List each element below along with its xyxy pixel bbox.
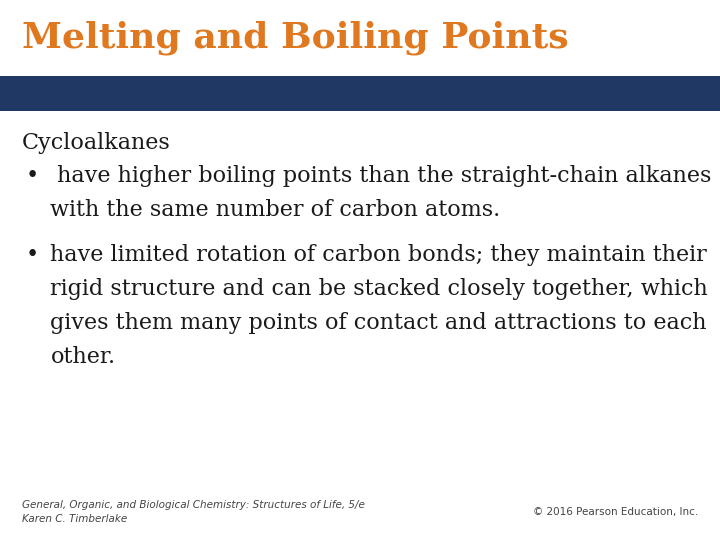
Text: rigid structure and can be stacked closely together, which: rigid structure and can be stacked close…	[50, 278, 708, 300]
FancyBboxPatch shape	[0, 76, 720, 111]
Text: Karen C. Timberlake: Karen C. Timberlake	[22, 514, 127, 524]
Text: with the same number of carbon atoms.: with the same number of carbon atoms.	[50, 199, 500, 221]
Text: Cycloalkanes: Cycloalkanes	[22, 132, 171, 154]
Text: © 2016 Pearson Education, Inc.: © 2016 Pearson Education, Inc.	[533, 507, 698, 517]
Text: Melting and Boiling Points: Melting and Boiling Points	[22, 21, 568, 55]
Text: gives them many points of contact and attractions to each: gives them many points of contact and at…	[50, 312, 707, 334]
Text: other.: other.	[50, 346, 115, 368]
Text: •: •	[25, 165, 38, 187]
Text: General, Organic, and Biological Chemistry: Structures of Life, 5/e: General, Organic, and Biological Chemist…	[22, 500, 364, 510]
Text: have higher boiling points than the straight-chain alkanes: have higher boiling points than the stra…	[50, 165, 712, 187]
Text: have limited rotation of carbon bonds; they maintain their: have limited rotation of carbon bonds; t…	[50, 244, 707, 266]
Text: •: •	[25, 244, 38, 266]
